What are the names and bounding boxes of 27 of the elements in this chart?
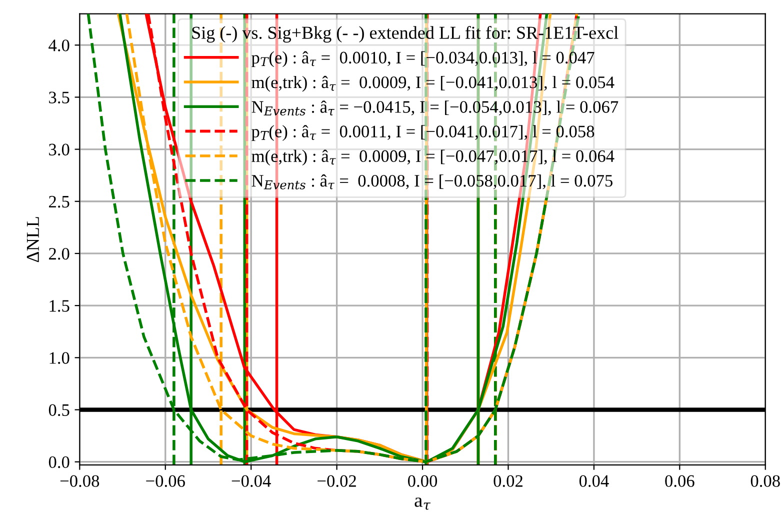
- x-tick-label: −0.04: [232, 475, 271, 487]
- y-tick-label: 0.5: [48, 404, 70, 416]
- legend-label: m(e,trk) : â$_{τ}$ = 0.0009, I = [−0.047,0.017], l = 0.064: [252, 150, 614, 166]
- y-tick-label: 3.5: [49, 92, 70, 104]
- y-tick-label: 3.0: [49, 144, 70, 156]
- legend-label: p$_{T}$(e) : â$_{τ}$ = 0.0010, I = [−0.034,0.013], l = 0.047: [252, 51, 594, 68]
- x-tick-label: −0.02: [318, 475, 356, 487]
- y-tick-label: 1.5: [50, 300, 70, 312]
- x-tick-label: 0.02: [494, 475, 522, 487]
- y-axis-title: ΔNLL: [26, 217, 39, 262]
- x-axis-title: a$_{τ}$: [414, 498, 431, 510]
- legend-label: N$_{Events}$ : â$_{τ}$ = 0.0008, I = [−0.058,0.017], l = 0.075: [252, 174, 612, 190]
- x-tick-label: 0.08: [750, 475, 780, 487]
- x-tick-label: 0.04: [579, 475, 609, 487]
- y-tick-label: 2.5: [49, 196, 70, 208]
- x-tick-label: −0.08: [60, 475, 100, 487]
- x-tick-label: 0.00: [408, 475, 438, 487]
- legend-label: m(e,trk) : â$_{τ}$ = 0.0009, I = [−0.041,0.013], l = 0.054: [252, 76, 614, 92]
- x-tick-label: 0.06: [665, 475, 694, 487]
- y-tick-label: 4.0: [48, 40, 70, 52]
- x-tick-label: −0.06: [146, 475, 185, 487]
- y-tick-label: 2.0: [49, 248, 70, 260]
- legend-label: p$_{T}$(e) : â$_{τ}$ = 0.0011, I = [−0.041,0.017], l = 0.058: [252, 125, 594, 141]
- y-tick-label: 1.0: [50, 352, 70, 364]
- y-tick-label: 0.0: [48, 456, 70, 468]
- legend-label: N$_{Events}$ : â$_{τ}$ = −0.0415, I = [−0.054,0.013], l = 0.067: [252, 100, 618, 116]
- legend-title: Sig (-) vs. Sig+Bkg (- -) extended LL fit for: SR-1E1T-excl: [192, 26, 618, 43]
